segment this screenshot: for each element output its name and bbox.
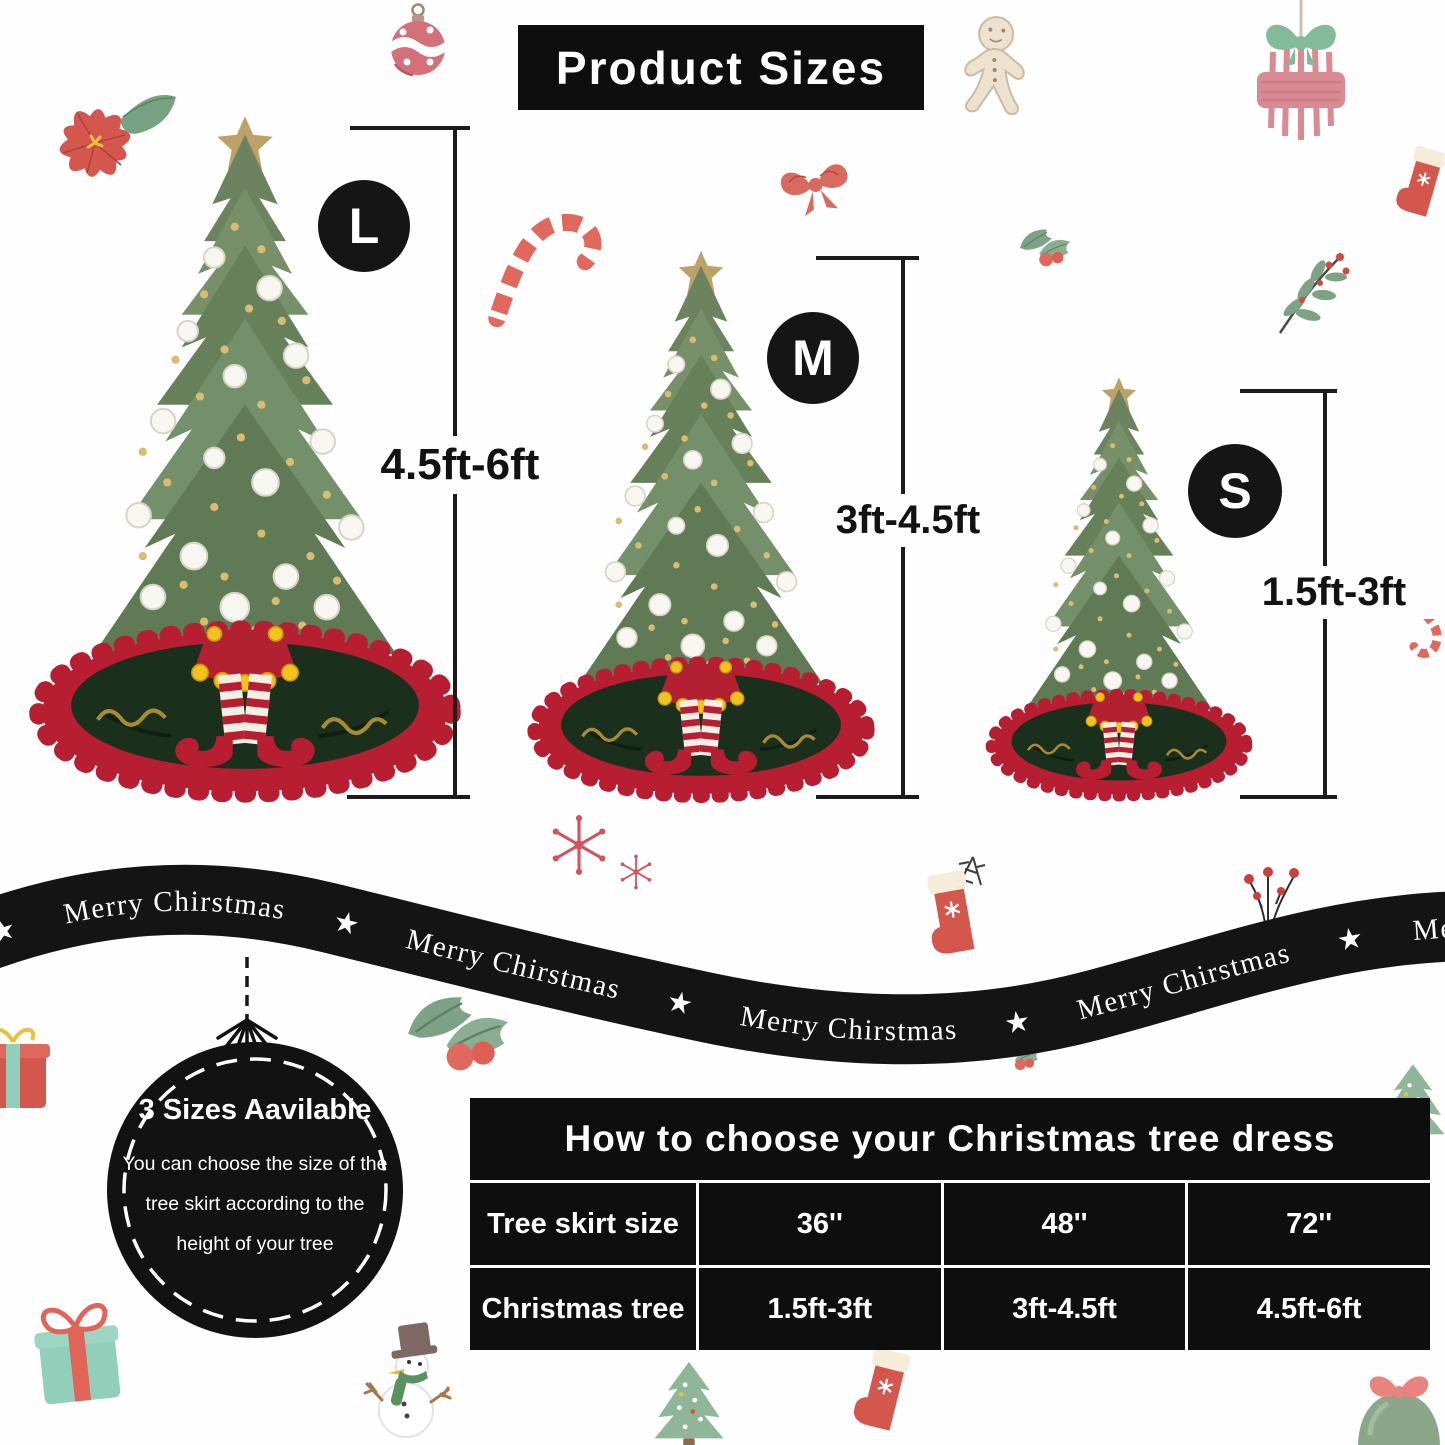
badge-content: 3 Sizes Aavilable You can choose the siz… [112,1094,398,1265]
table-row2-cell3: 4.5ft-6ft [1188,1268,1430,1350]
size-badge-medium-label: M [792,330,834,386]
badge-line-3: height of your tree [176,1232,334,1255]
berry-sprig-icon [1278,253,1350,334]
snowman-icon [363,1322,452,1438]
badge-heading: 3 Sizes Aavilable [138,1094,372,1126]
bow-icon [780,164,848,217]
badge-ornament [107,1042,403,1338]
table-row1-cell2: 48'' [943,1183,1186,1265]
gingerbread-icon [964,16,1025,116]
stocking-pine-icon [920,856,986,958]
table-title: How to choose your Christmas tree dress [470,1098,1430,1180]
gift-icon [34,1302,121,1405]
ball-ornament-icon [391,3,445,77]
badge-line-1: You can choose the size of the [122,1153,388,1175]
height-range-large: 4.5ft-6ft [343,436,577,494]
height-range-small: 1.5ft-3ft [1226,566,1442,619]
table-row1-cell3: 72'' [1188,1183,1430,1265]
table-row2-header: Christmas tree [470,1268,696,1350]
badge-dashed-ring [122,1057,388,1323]
table-row2-cell2: 3ft-4.5ft [943,1268,1186,1350]
ribbon-band [0,864,1445,1065]
size-badge-medium: M [767,312,859,404]
size-badge-small: S [1188,444,1282,538]
size-chart-table: How to choose your Christmas tree dress … [470,1098,1430,1350]
size-badge-large: L [318,180,410,272]
bell-icon [1358,1376,1440,1445]
size-badge-small-label: S [1218,463,1252,519]
berry-branch-icon [1244,867,1299,947]
page-title: Product Sizes [518,25,924,110]
gift-partial-icon [0,1027,50,1108]
table-row1-header: Tree skirt size [470,1183,696,1265]
badge-line-2: tree skirt according to the [145,1192,365,1215]
poinsettia-icon [59,95,176,177]
table-row1-cell1: 36'' [699,1183,941,1265]
table-row2-cell1: 1.5ft-3ft [699,1268,941,1350]
page-title-text: Product Sizes [555,41,887,94]
size-badge-large-label: L [348,198,380,254]
height-range-medium: 3ft-4.5ft [798,494,1018,547]
drum-ornament-icon [1257,0,1345,140]
